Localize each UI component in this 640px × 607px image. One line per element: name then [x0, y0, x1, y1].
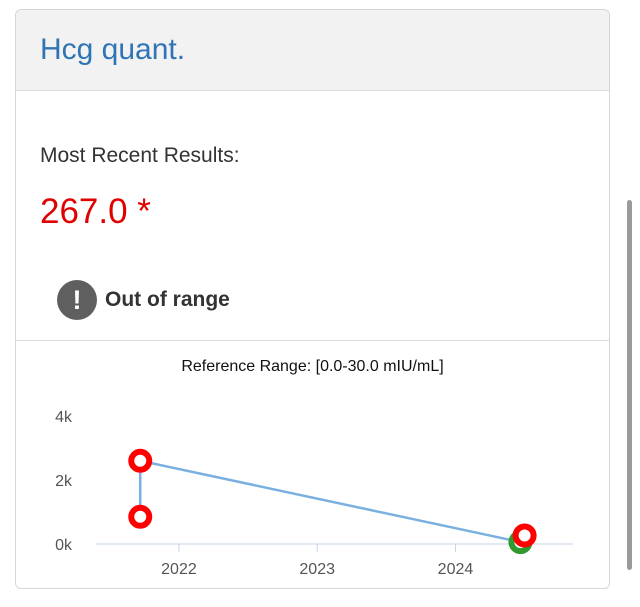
data-point [128, 504, 153, 529]
chart-title: Reference Range: [0.0-30.0 mIU/mL] [181, 358, 444, 375]
x-tick-label: 2022 [161, 561, 197, 578]
scrollbar[interactable] [627, 200, 632, 570]
data-point [512, 523, 537, 548]
test-title: Hcg quant. [40, 33, 186, 66]
data-point [128, 448, 153, 473]
y-tick-label: 4k [55, 409, 73, 426]
y-tick-label: 0k [55, 537, 73, 554]
out-of-range-label: Out of range [105, 288, 230, 311]
x-tick-label: 2024 [438, 561, 474, 578]
result-card: Hcg quant. Most Recent Results: 267.0 * … [15, 9, 610, 589]
series-line [138, 459, 526, 544]
results-chart: 2022 2023 2024 0k 2k 4k [55, 409, 573, 578]
x-tick-label: 2023 [299, 561, 335, 578]
most-recent-value: 267.0 * [40, 192, 151, 231]
divider [16, 340, 609, 341]
y-tick-label: 2k [55, 473, 73, 490]
status-row: ! Out of range [57, 280, 230, 320]
most-recent-label: Most Recent Results: [40, 144, 240, 167]
exclamation-circle-icon: ! [57, 280, 97, 320]
card-header: Hcg quant. [16, 10, 609, 91]
